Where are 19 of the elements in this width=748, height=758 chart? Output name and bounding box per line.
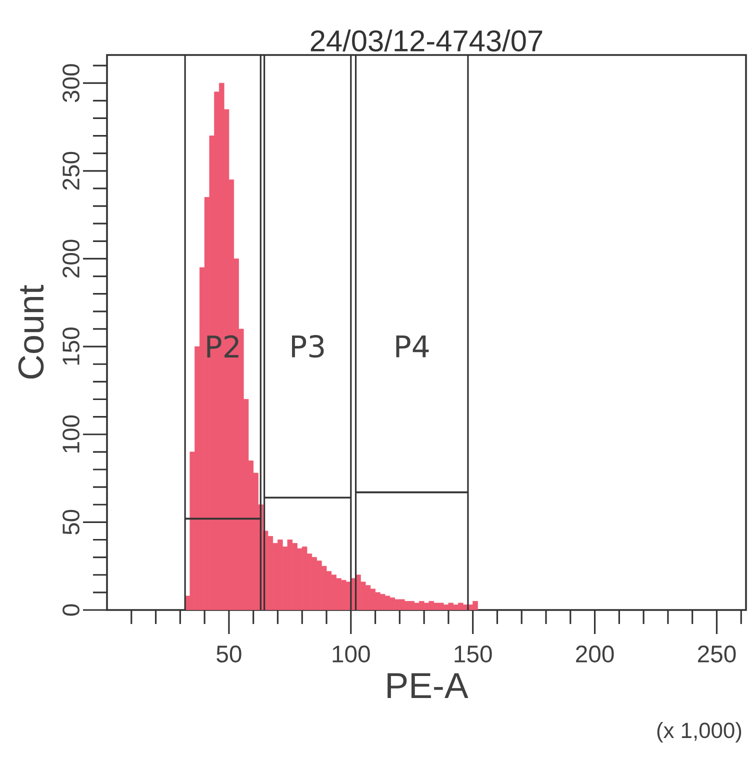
x-tick-label: 200 [576,646,614,662]
y-tick-label: 50 [62,510,80,535]
x-tick-label: 150 [454,646,492,662]
x-tick-label: 100 [332,646,370,662]
annotation: P4 [396,335,429,358]
x-axis-title: PE-A [388,673,468,698]
chart-title: 24/03/12-4743/07 [310,30,542,52]
y-tick-label: 100 [62,415,80,452]
y-tick-label: 150 [62,328,80,365]
x-tick-label: 250 [698,646,736,662]
y-axis-title: Count [18,284,44,379]
y-tick-label: 250 [62,152,80,190]
y-tick-label: 200 [62,240,80,278]
annotation: P3 [292,335,324,358]
annotation: P2 [207,335,238,358]
y-tick-label: 0 [62,604,80,616]
x-tick-label: 50 [216,646,242,662]
y-tick-label: 300 [62,64,80,102]
text: (x 1,000) [657,722,742,742]
